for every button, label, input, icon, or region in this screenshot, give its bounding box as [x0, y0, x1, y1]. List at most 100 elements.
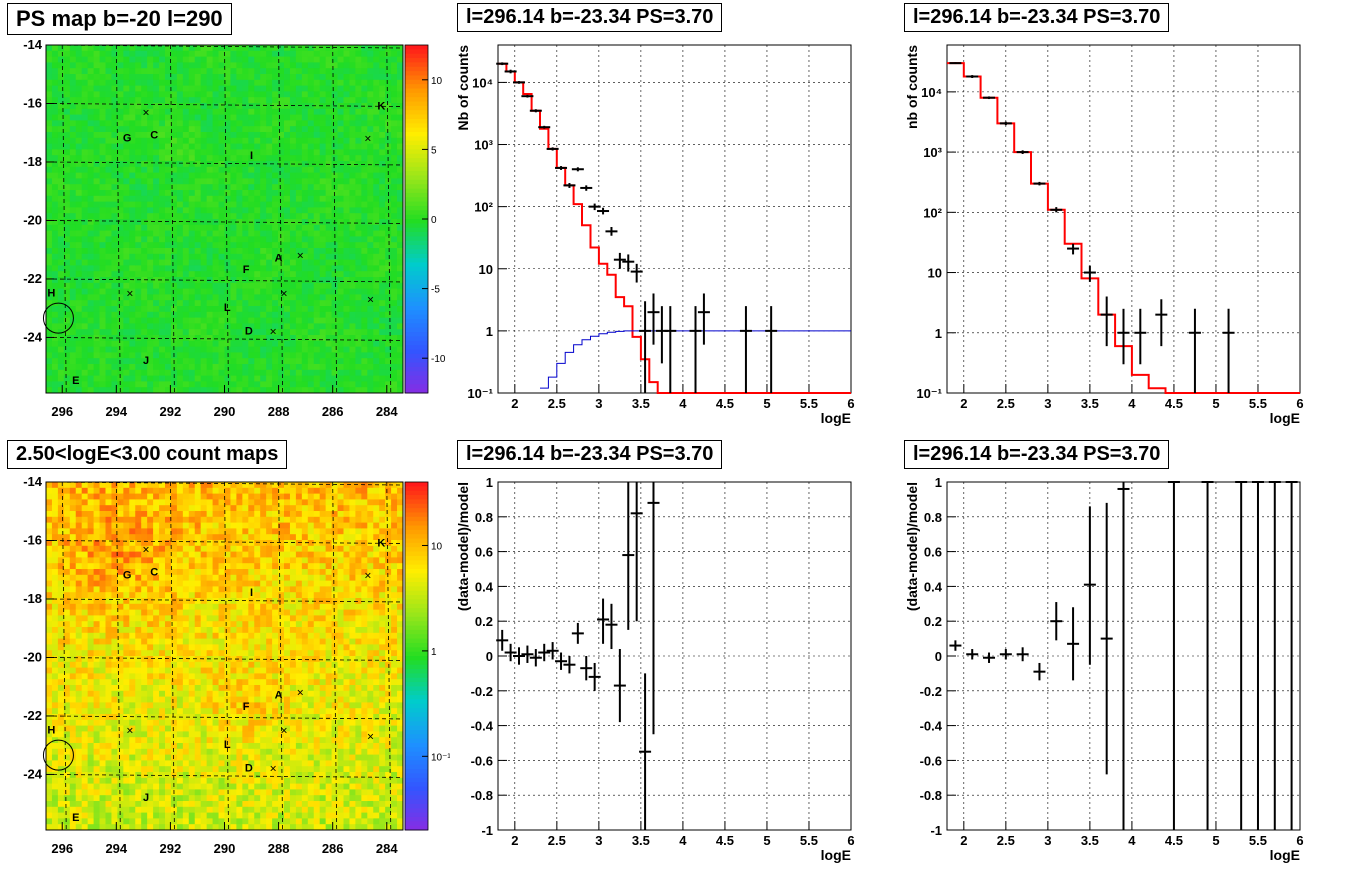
heatmap-cell: [117, 650, 124, 657]
heatmap-cell: [135, 149, 142, 156]
heatmap-cell: [236, 317, 243, 324]
heatmap-cell: [343, 45, 350, 52]
heatmap-cell: [200, 50, 208, 57]
heatmap-cell: [254, 207, 261, 214]
heatmap-cell: [188, 161, 196, 168]
heatmap-cell: [87, 702, 94, 709]
heatmap-cell: [117, 259, 124, 266]
heatmap-cell: [188, 346, 196, 353]
heatmap-cell: [153, 801, 160, 808]
heatmap-cell: [385, 108, 392, 115]
heatmap-cell: [343, 166, 350, 173]
heatmap-cell: [224, 108, 231, 115]
heatmap-cell: [46, 375, 53, 382]
heatmap-cell: [301, 271, 309, 278]
heatmap-cell: [153, 743, 160, 750]
heatmap-cell: [111, 708, 118, 715]
heatmap-cell: [289, 201, 297, 208]
heatmap-cell: [69, 661, 77, 668]
heatmap-cell: [57, 294, 65, 301]
heatmap-cell: [313, 369, 321, 376]
heatmap-cell: [367, 259, 374, 266]
heatmap-cell: [206, 311, 213, 318]
heatmap-cell: [46, 818, 53, 825]
heatmap-cell: [295, 114, 303, 121]
heatmap-cell: [325, 248, 332, 255]
heatmap-cell: [135, 195, 142, 202]
heatmap-cell: [254, 265, 261, 272]
heatmap-cell: [123, 108, 130, 115]
heatmap-cell: [57, 132, 65, 139]
heatmap-cell: [343, 224, 350, 231]
heatmap-cell: [230, 340, 237, 347]
heatmap-cell: [99, 358, 106, 365]
heatmap-cell: [272, 335, 279, 342]
heatmap-cell: [147, 62, 154, 69]
colorbar-cell: [405, 319, 428, 324]
heatmap-cell: [57, 812, 65, 819]
heatmap-cell: [123, 644, 130, 651]
heatmap-cell: [379, 207, 386, 214]
heatmap-cell: [75, 306, 83, 313]
heatmap-cell: [141, 306, 148, 313]
heatmap-cell: [81, 685, 89, 692]
colorbar-cell: [405, 184, 428, 190]
heatmap-cell: [51, 126, 59, 133]
heatmap-cell: [123, 62, 130, 69]
heatmap-cell: [159, 230, 166, 237]
heatmap-cell: [123, 725, 130, 732]
heatmap-cell: [46, 45, 53, 52]
heatmap-cell: [141, 563, 148, 570]
heatmap-cell: [51, 545, 59, 552]
heatmap-cell: [141, 696, 148, 703]
heatmap-cell: [248, 126, 255, 133]
heatmap-cell: [170, 224, 178, 231]
heatmap-cell: [57, 818, 65, 825]
heatmap-cell: [105, 760, 112, 767]
heatmap-cell: [319, 195, 327, 202]
heatmap-cell: [81, 352, 89, 359]
heatmap-cell: [355, 85, 362, 92]
heatmap-cell: [355, 277, 362, 284]
heatmap-cell: [63, 661, 71, 668]
heatmap-cell: [254, 271, 261, 278]
heatmap-cell: [355, 143, 362, 150]
heatmap-cell: [182, 271, 190, 278]
heatmap-cell: [379, 50, 386, 57]
heatmap-cell: [260, 50, 267, 57]
heatmap-cell: [319, 329, 327, 336]
heatmap-cell: [153, 120, 160, 127]
heatmap-cell: [266, 369, 273, 376]
x-tick-label: 294: [105, 404, 127, 419]
heatmap-cell: [337, 50, 344, 57]
heatmap-cell: [301, 248, 309, 255]
heatmap-cell: [212, 161, 219, 168]
heatmap-cell: [301, 236, 309, 243]
heatmap-cell: [129, 126, 136, 133]
heatmap-cell: [69, 818, 77, 825]
heatmap-cell: [123, 253, 130, 260]
heatmap-cell: [391, 195, 398, 202]
heatmap-cell: [242, 364, 249, 371]
y-tick-label: -14: [23, 37, 43, 52]
heatmap-cell: [105, 68, 112, 75]
heatmap-cell: [51, 253, 59, 260]
heatmap-cell: [278, 387, 285, 394]
heatmap-cell: [147, 85, 154, 92]
heatmap-cell: [75, 149, 83, 156]
heatmap-cell: [147, 685, 154, 692]
heatmap-cell: [75, 748, 83, 755]
heatmap-cell: [135, 248, 142, 255]
heatmap-cell: [135, 673, 142, 680]
heatmap-cell: [81, 161, 89, 168]
heatmap-cell: [165, 137, 172, 144]
heatmap-cell: [254, 224, 261, 231]
heatmap-cell: [93, 79, 100, 86]
heatmap-cell: [230, 97, 237, 104]
heatmap-cell: [63, 545, 71, 552]
heatmap-cell: [182, 346, 190, 353]
heatmap-cell: [93, 621, 100, 628]
heatmap-cell: [212, 120, 219, 127]
heatmap-cell: [385, 364, 392, 371]
heatmap-cell: [212, 74, 219, 81]
